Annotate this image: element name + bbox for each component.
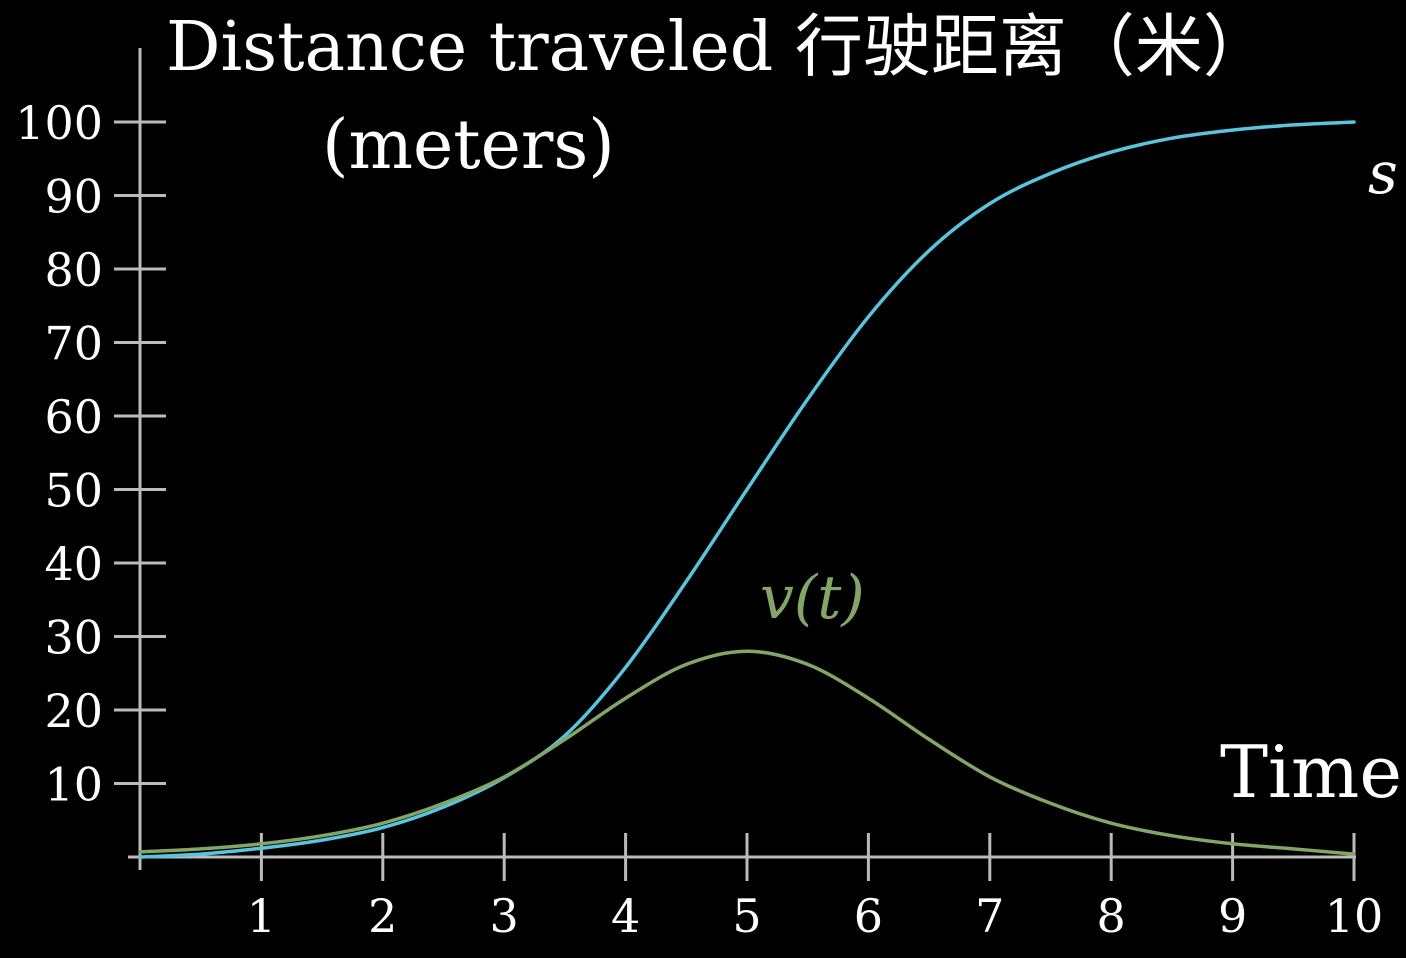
x-tick-label: 6 — [854, 889, 883, 943]
x-tick-label: 2 — [368, 889, 397, 943]
curves — [138, 120, 1356, 859]
x-tick-label: 9 — [1218, 889, 1247, 943]
y-tick-label: 90 — [44, 170, 103, 224]
x-tick-label: 7 — [975, 889, 1004, 943]
x-tick-label: 5 — [732, 889, 761, 943]
y-tick-label: 60 — [44, 390, 103, 444]
x-tick-label: 8 — [1097, 889, 1126, 943]
y-tick-label: 10 — [44, 758, 103, 812]
s-curve-label: s — [1368, 139, 1398, 207]
y-tick-label: 80 — [44, 243, 103, 297]
y-tick-label: 20 — [44, 684, 103, 738]
y-tick-label: 70 — [44, 317, 103, 371]
chart-title-line-2: (meters) — [322, 106, 615, 185]
y-tick-label: 40 — [44, 537, 103, 591]
x-tick-label: 3 — [490, 889, 519, 943]
x-tick-label: 1 — [247, 889, 276, 943]
distance-curve-s — [138, 120, 1356, 859]
x-tick-label: 10 — [1325, 889, 1384, 943]
axes — [128, 48, 1356, 870]
y-tick-label: 50 — [44, 464, 103, 518]
axis-ticks: 1 2 3 4 5 6 7 8 9 10 10 20 30 40 50 60 70 80 90 100 — [15, 96, 1383, 943]
y-tick-label: 30 — [44, 611, 103, 665]
y-tick-label: 100 — [15, 96, 103, 150]
velocity-curve-label: v(t) — [760, 563, 865, 633]
x-axis-label: Time — [1220, 730, 1402, 814]
x-tick-label: 4 — [611, 889, 640, 943]
velocity-curve-v — [138, 649, 1356, 856]
chart-title-line-1: Distance traveled 行驶距离（米） — [166, 8, 1271, 87]
